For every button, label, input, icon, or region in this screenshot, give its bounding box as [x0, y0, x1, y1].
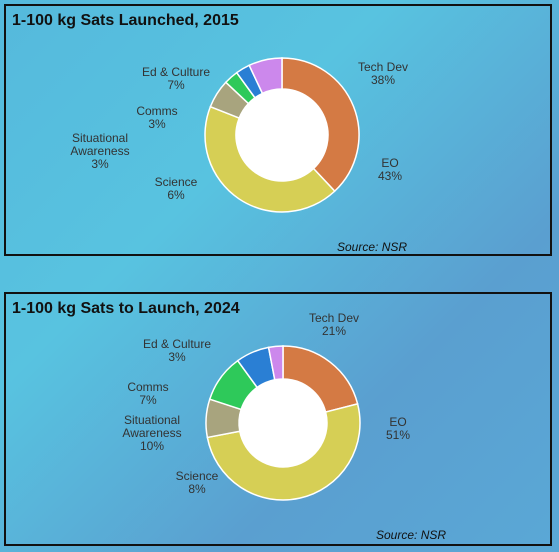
slice-label-tech-dev: Tech Dev 38%	[358, 60, 408, 87]
chart-source: Source: NSR	[337, 240, 408, 254]
donut-hole	[239, 379, 327, 467]
chart-panel-2024: 1-100 kg Sats to Launch, 2024 Tech Dev 21…	[4, 292, 552, 546]
slice-label-situational-awareness: Situational Awareness 10%	[122, 413, 181, 453]
chart-source: Source: NSR	[376, 528, 447, 542]
slice-label-tech-dev: Tech Dev 21%	[309, 311, 359, 338]
donut-chart-2024: Tech Dev 21% EO 51% Science 8% Situational Awar…	[122, 311, 410, 501]
chart-title: 1-100 kg Sats Launched, 2015	[12, 12, 239, 29]
donut-chart-2015: Tech Dev 38% EO 43% Science 6% Situational Awar…	[70, 57, 408, 213]
donut-hole	[236, 89, 328, 181]
slice-label-ed-culture: Ed & Culture 7%	[142, 65, 210, 92]
slice-label-science: Science 8%	[176, 469, 219, 496]
slice-label-eo: EO 51%	[386, 415, 410, 442]
slice-label-eo: EO 43%	[378, 156, 402, 183]
chart-panel-2015: 1-100 kg Sats Launched, 2015 Tech Dev 38%…	[4, 4, 552, 256]
slice-label-comms: Comms 3%	[136, 104, 177, 131]
slice-label-situational-awareness: Situational Awareness 3%	[70, 131, 129, 171]
slice-label-science: Science 6%	[155, 175, 198, 202]
chart-title: 1-100 kg Sats to Launch, 2024	[12, 300, 240, 317]
slice-label-ed-culture: Ed & Culture 3%	[143, 337, 211, 364]
slice-label-comms: Comms 7%	[127, 380, 168, 407]
